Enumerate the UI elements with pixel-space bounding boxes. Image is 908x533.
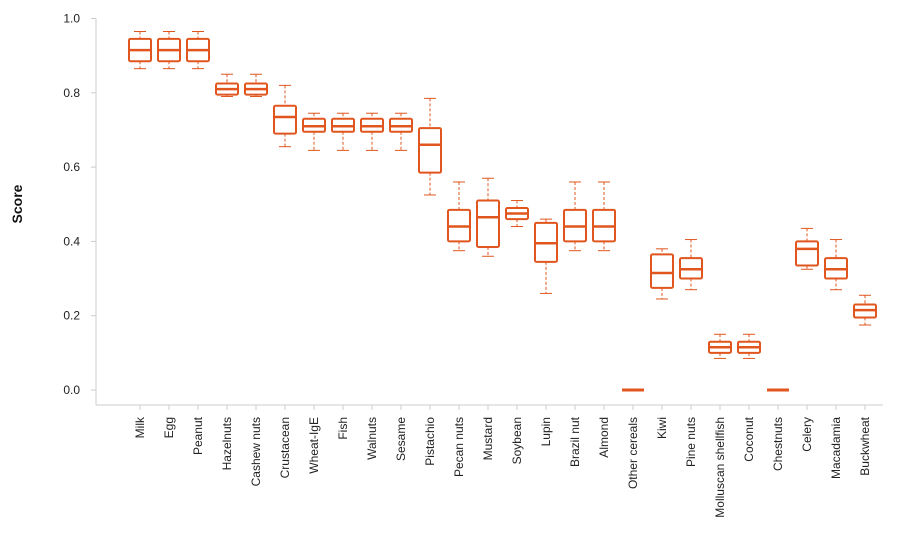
box-walnuts: [360, 112, 384, 151]
x-tick-label: Kiwi: [655, 417, 669, 439]
box-pistachio: [418, 97, 442, 196]
box-pine-nuts: [679, 239, 703, 291]
x-tick-label: Soybean: [510, 417, 524, 464]
box-soybean: [505, 200, 529, 228]
x-tick-label: Peanut: [191, 416, 205, 455]
x-tick-label: Pecan nuts: [452, 417, 466, 477]
y-tick-label: 1.0: [63, 12, 80, 26]
x-tick-label: Sesame: [394, 417, 408, 461]
y-axis: 0.0 0.2 0.4 0.6 0.8 1.0: [63, 12, 97, 405]
x-tick-label: Pine nuts: [684, 417, 698, 467]
x-tick-label: Hazelnuts: [220, 417, 234, 470]
x-tick-label: Pistachio: [423, 417, 437, 466]
box-milk: [128, 31, 152, 70]
box-iqr: [650, 253, 674, 289]
x-tick-label: Milk: [133, 416, 147, 438]
boxplot-series: [128, 31, 877, 392]
x-tick-label: Molluscan shellfish: [713, 417, 727, 518]
box-crustacean: [273, 84, 297, 148]
box-egg: [157, 31, 181, 70]
x-tick-label: Egg: [162, 417, 176, 438]
x-tick-label: Brazil nut: [568, 416, 582, 467]
x-tick-label: Other cereals: [626, 417, 640, 489]
box-wheat-ige: [302, 112, 326, 151]
y-tick-label: 0.2: [63, 309, 80, 323]
box-peanut: [186, 31, 210, 70]
x-tick-label: Mustard: [481, 417, 495, 460]
y-tick-label: 0.0: [63, 383, 80, 397]
box-fish: [331, 112, 355, 151]
y-tick-label: 0.8: [63, 86, 80, 100]
box-iqr: [273, 104, 297, 135]
x-tick-label: Coconut: [742, 416, 756, 461]
box-kiwi: [650, 248, 674, 300]
box-sesame: [389, 112, 413, 151]
box-pecan-nuts: [447, 181, 471, 252]
box-buckwheat: [853, 294, 877, 326]
box-macadamia: [824, 239, 848, 291]
x-tick-label: Cashew nuts: [249, 417, 263, 486]
x-tick-label: Chestnuts: [771, 417, 785, 471]
x-tick-label: Wheat-IgE: [307, 417, 321, 474]
x-tick-label: Walnuts: [365, 417, 379, 460]
x-tick-label: Fish: [336, 417, 350, 440]
x-axis: Milk Egg Peanut Hazelnuts Cashew nuts Crustac…: [96, 404, 883, 518]
box-iqr: [795, 240, 819, 267]
box-molluscan-shellfish: [708, 333, 732, 359]
box-iqr: [418, 127, 442, 174]
y-tick-label: 0.6: [63, 160, 80, 174]
x-tick-label: Buckwheat: [858, 416, 872, 475]
box-celery: [795, 227, 819, 270]
box-cashew-nuts: [244, 73, 268, 98]
y-axis-title: Score: [9, 184, 25, 223]
box-lupin: [534, 218, 558, 294]
box-brazil-nut: [563, 181, 587, 252]
box-iqr: [476, 199, 500, 248]
x-tick-label: Lupin: [539, 417, 553, 446]
x-tick-label: Almond: [597, 417, 611, 458]
x-tick-label: Macadamia: [829, 417, 843, 479]
box-hazelnuts: [215, 73, 239, 98]
box-almond: [592, 181, 616, 252]
y-tick-label: 0.4: [63, 234, 80, 248]
x-tick-label: Crustacean: [278, 417, 292, 478]
box-coconut: [737, 333, 761, 359]
box-mustard: [476, 177, 500, 257]
x-tick-label: Celery: [800, 417, 814, 452]
